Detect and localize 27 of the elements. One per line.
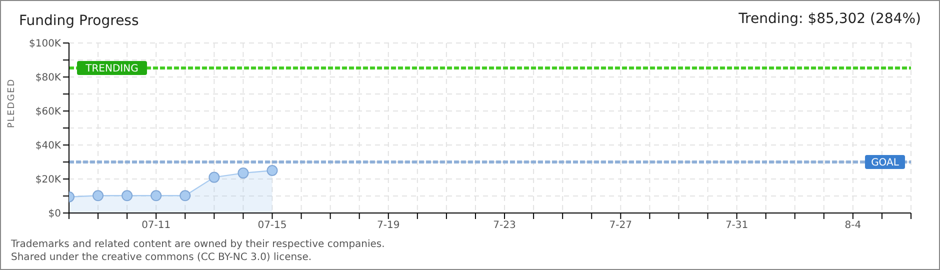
x-tick-label: 07-15	[258, 220, 287, 232]
ref-line-label: TRENDING	[84, 63, 138, 74]
text: Shared under the creative commons (CC BY-NC 3.0) license.	[11, 251, 313, 264]
point	[208, 172, 220, 183]
point	[150, 190, 162, 202]
y-tick-label: $100K	[28, 38, 62, 50]
y-tick-label: $20K	[35, 174, 62, 186]
text: Trademarks and related content are owned by their respective companies.	[11, 238, 385, 251]
x-tick-label: 7-19	[377, 220, 400, 232]
y-tick-label: $40K	[35, 140, 62, 152]
x-tick-label: 7-27	[609, 220, 632, 232]
y-tick-label: $0	[48, 208, 61, 220]
point	[92, 190, 104, 202]
x-tick-label: 8-4	[844, 220, 862, 232]
y-tick-label: $80K	[35, 72, 62, 84]
point	[122, 190, 133, 202]
ref-line-label: GOAL	[871, 158, 900, 168]
y-tick-label: $60K	[35, 106, 62, 118]
x-tick-label: 7-23	[493, 220, 516, 232]
x-tick-label: 07-11	[142, 220, 171, 232]
chart-subtitle: Trending: $85,302 (284%)	[738, 11, 921, 27]
point	[180, 190, 191, 202]
point	[238, 168, 249, 179]
point	[266, 165, 278, 176]
x-tick-label: 7-31	[725, 220, 748, 232]
y-axis-title: PLEDGED	[7, 78, 18, 128]
chart-title: Funding Progress	[19, 13, 139, 29]
